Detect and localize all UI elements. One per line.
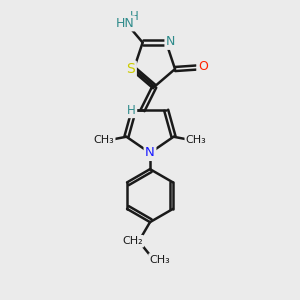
Text: CH₃: CH₃ <box>93 135 114 145</box>
Text: CH₃: CH₃ <box>186 135 207 145</box>
Text: HN: HN <box>116 17 134 30</box>
Text: CH₂: CH₂ <box>122 236 142 246</box>
Text: CH₃: CH₃ <box>150 254 170 265</box>
Text: H: H <box>127 104 136 117</box>
Text: H: H <box>129 10 138 22</box>
Text: O: O <box>198 60 208 73</box>
Text: S: S <box>127 62 135 76</box>
Text: N: N <box>166 35 175 48</box>
Text: N: N <box>145 146 155 159</box>
